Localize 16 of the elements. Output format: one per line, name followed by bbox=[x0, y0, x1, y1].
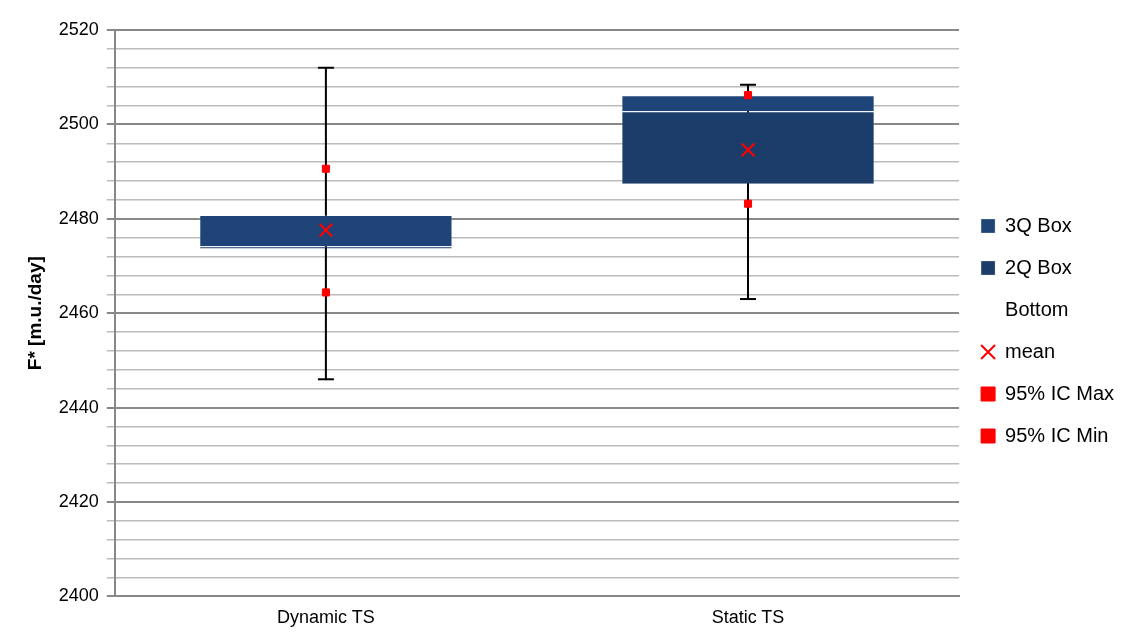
legend-label: 95% IC Min bbox=[1005, 423, 1109, 446]
y-axis-title: F* [m.u./day] bbox=[23, 256, 45, 371]
y-tick-label: 2460 bbox=[58, 302, 99, 323]
y-tick-label: 2440 bbox=[58, 396, 99, 417]
y-tick-label: 2500 bbox=[58, 113, 99, 134]
legend-label: mean bbox=[1005, 339, 1056, 362]
y-tick-label: 2420 bbox=[58, 490, 99, 511]
y-tick-label: 2520 bbox=[58, 18, 99, 39]
legend-label: 95% IC Max bbox=[1005, 381, 1115, 404]
legend-label: 3Q Box bbox=[1005, 213, 1072, 236]
legend-label: 2Q Box bbox=[1005, 255, 1072, 278]
x-tick-label: Dynamic TS bbox=[277, 607, 375, 628]
text: Bottom bbox=[1005, 297, 1069, 320]
y-tick-label: 2480 bbox=[58, 207, 99, 228]
y-tick-label: 2400 bbox=[58, 585, 99, 606]
x-tick-label: Static TS bbox=[711, 607, 785, 628]
